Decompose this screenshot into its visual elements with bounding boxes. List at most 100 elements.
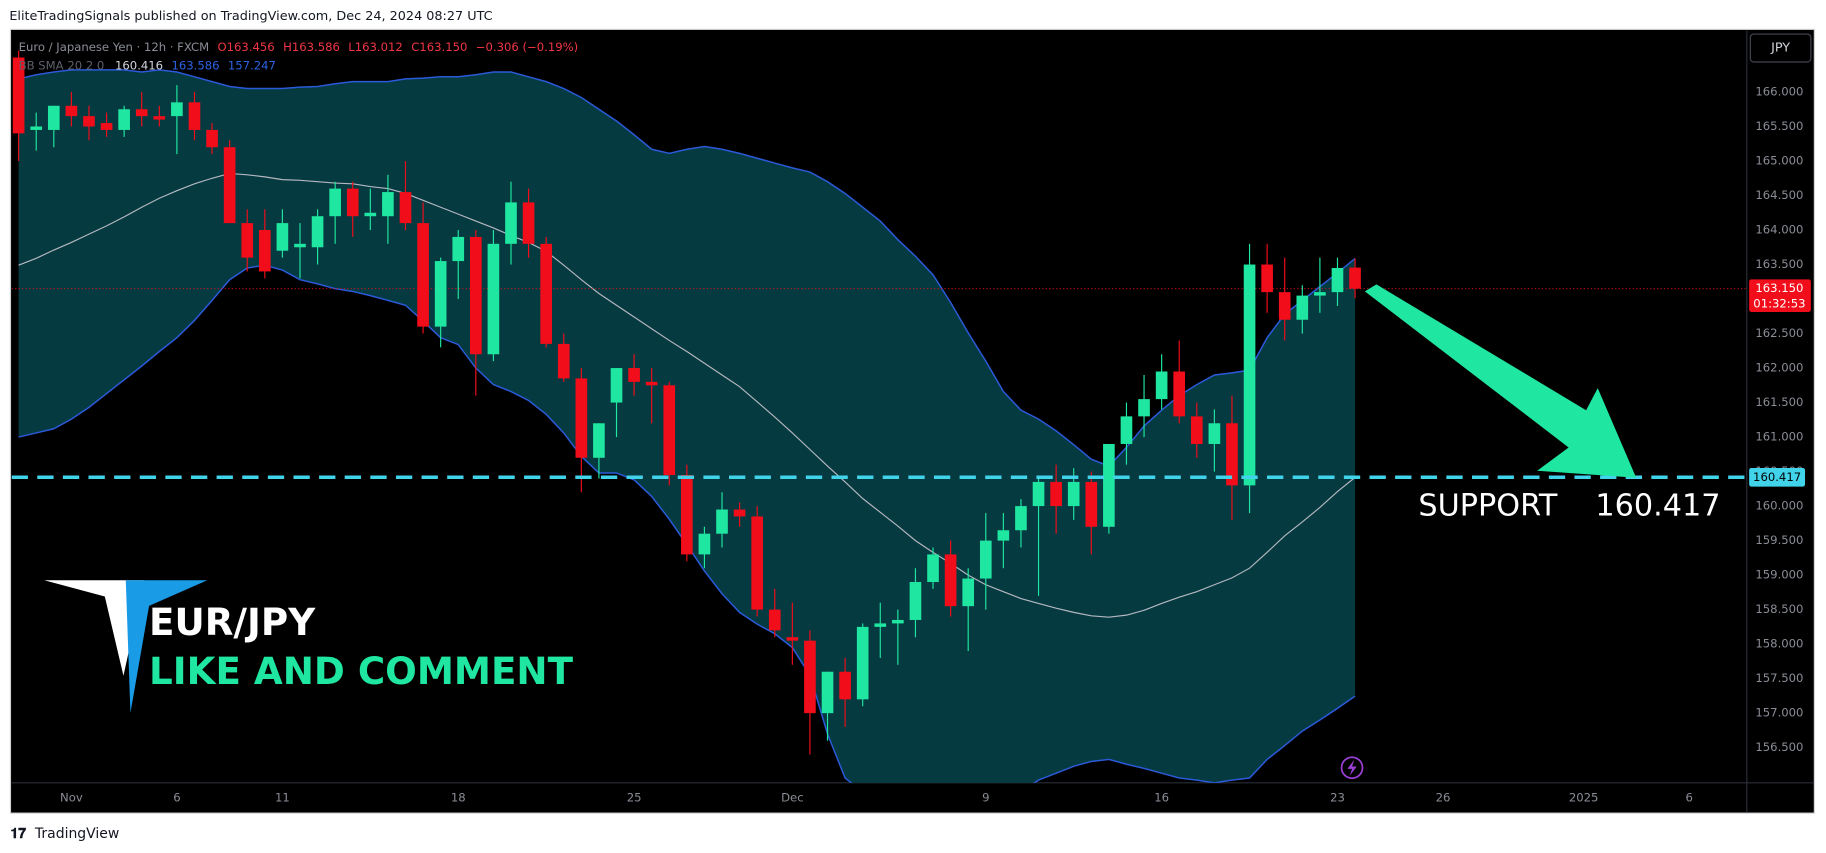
candle-body <box>645 381 658 386</box>
candle-body <box>1261 264 1273 293</box>
candle-body <box>751 516 764 610</box>
header-line-2: BB SMA 20 2 0 160.416 163.586 157.247 <box>19 58 276 72</box>
x-tick-label: 9 <box>982 790 989 804</box>
support-annotation-value: 160.417 <box>1595 488 1720 523</box>
candle-body <box>487 243 500 355</box>
x-tick-label: Nov <box>60 790 83 804</box>
candle-body <box>1155 371 1168 400</box>
candle-body <box>575 378 588 458</box>
band-upper <box>18 69 1356 467</box>
candle-body <box>1173 371 1186 417</box>
candle-body <box>470 236 482 355</box>
candle-body <box>47 105 60 130</box>
y-tick-label: 163.500 <box>1755 257 1803 271</box>
header-high: H163.586 <box>283 39 340 53</box>
header-close: C163.150 <box>411 39 467 53</box>
candle-body <box>979 540 992 579</box>
logo-white <box>44 580 145 676</box>
x-tick-label: 2025 <box>1569 790 1599 804</box>
candle-body <box>118 109 130 130</box>
candle-body <box>628 368 640 382</box>
x-tick-label: 6 <box>1685 790 1692 804</box>
indicator-lower: 157.247 <box>228 58 276 72</box>
candle-body <box>839 671 851 700</box>
candle-body <box>1349 267 1361 289</box>
pair-title: EUR/JPY <box>149 600 316 644</box>
candle-body <box>206 129 218 148</box>
candle-body <box>1226 423 1238 486</box>
indicator-upper: 163.586 <box>171 58 219 72</box>
candle-body <box>1085 481 1098 527</box>
support-price-label: 160.417 <box>1753 470 1801 484</box>
candle-body <box>768 609 781 631</box>
candle-body <box>399 192 412 224</box>
candle-body <box>786 637 799 641</box>
brand-mark: 𝟏𝟕 <box>10 826 26 842</box>
x-tick-label: 25 <box>627 790 642 804</box>
candle-body <box>1278 292 1291 320</box>
x-tick-label: 26 <box>1436 790 1451 804</box>
indicator-basis: 160.416 <box>115 58 163 72</box>
y-tick-label: 165.000 <box>1755 153 1803 167</box>
candle-body <box>294 243 306 248</box>
candle-body <box>452 236 465 262</box>
candle-body <box>346 188 359 217</box>
candle-body <box>892 619 904 624</box>
candle-body <box>1103 443 1115 527</box>
y-tick-label: 157.500 <box>1755 671 1803 685</box>
candle-body <box>681 475 693 555</box>
x-tick-label: 16 <box>1154 790 1169 804</box>
header-change: −0.306 (−0.19%) <box>476 39 578 53</box>
y-tick-label: 165.500 <box>1755 119 1803 133</box>
y-tick-label: 160.000 <box>1755 499 1803 513</box>
candle-body <box>311 216 324 248</box>
y-tick-label: 166.000 <box>1755 84 1803 98</box>
candle-body <box>276 223 289 251</box>
candle-body <box>382 192 394 217</box>
y-tick-label: 158.000 <box>1755 637 1803 651</box>
candle-body <box>874 623 887 627</box>
candle-body <box>12 57 25 134</box>
currency-button-label[interactable]: JPY <box>1770 41 1790 56</box>
candle-body <box>223 147 236 224</box>
band-fill <box>18 69 1356 783</box>
candle-body <box>856 626 869 700</box>
candle-body <box>944 554 957 607</box>
candle-body <box>83 116 95 127</box>
axes: 156.500 157.000 157.500 158.000 158.500 159.0… <box>60 84 1811 804</box>
candle-body <box>909 582 922 620</box>
candle-body <box>1190 416 1203 444</box>
x-tick-label: 11 <box>275 790 290 804</box>
candle-body <box>716 509 728 534</box>
candle-body <box>1243 264 1256 486</box>
plot-area <box>11 50 1747 783</box>
y-tick-label: 157.000 <box>1755 706 1803 720</box>
y-tick-label: 162.000 <box>1755 361 1803 375</box>
call-to-action: LIKE AND COMMENT <box>149 649 574 693</box>
candle-body <box>1208 423 1221 444</box>
candle-body <box>1138 399 1150 417</box>
candle-body <box>135 109 148 117</box>
candle-body <box>593 423 605 458</box>
support-annotation: SUPPORT <box>1418 488 1558 523</box>
y-tick-label: 158.500 <box>1755 602 1803 616</box>
logo-blue <box>125 580 208 713</box>
candle-body <box>540 243 552 344</box>
candle-body <box>821 671 834 714</box>
header-low: L163.012 <box>348 39 403 53</box>
candle-body <box>962 578 975 607</box>
currency-button[interactable] <box>1749 33 1812 63</box>
alert-icon[interactable] <box>1340 756 1364 780</box>
candle-body <box>1314 292 1326 296</box>
candle-body <box>171 102 183 117</box>
candle-body <box>733 509 746 517</box>
arrow <box>1364 284 1637 478</box>
x-tick-label: Dec <box>781 790 804 804</box>
candle-body <box>1296 295 1309 320</box>
candle-body <box>505 202 517 244</box>
y-tick-label: 161.000 <box>1755 430 1803 444</box>
brand: TradingView <box>34 826 119 842</box>
candle-body <box>927 554 939 583</box>
